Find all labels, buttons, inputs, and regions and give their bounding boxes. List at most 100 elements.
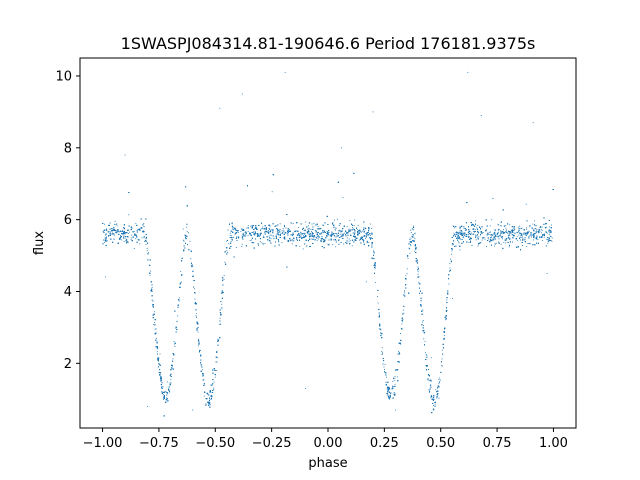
- data-point: [311, 223, 313, 225]
- data-point: [255, 232, 257, 234]
- data-point: [162, 393, 164, 395]
- data-point: [142, 231, 144, 233]
- data-point: [349, 240, 351, 242]
- data-point: [340, 232, 342, 234]
- data-point: [319, 236, 320, 238]
- data-point: [432, 409, 434, 411]
- data-point: [331, 234, 333, 236]
- data-point: [234, 228, 236, 230]
- data-point: [268, 228, 270, 229]
- data-point: [326, 233, 328, 234]
- data-point: [180, 270, 182, 272]
- data-point: [449, 270, 451, 272]
- data-point: [250, 235, 252, 237]
- data-point: [316, 237, 318, 238]
- data-point: [362, 230, 364, 232]
- data-point: [252, 231, 254, 233]
- data-point: [542, 239, 543, 241]
- data-point: [484, 238, 486, 240]
- data-point: [192, 266, 194, 268]
- data-point: [531, 232, 533, 234]
- data-point: [441, 358, 443, 360]
- data-point: [497, 223, 499, 225]
- data-point: [410, 245, 412, 247]
- data-point: [548, 232, 550, 234]
- data-point: [125, 237, 127, 239]
- data-point: [269, 228, 270, 230]
- data-point: [458, 242, 460, 244]
- data-point: [418, 276, 420, 277]
- data-point: [149, 274, 151, 276]
- data-point: [509, 224, 511, 226]
- data-point: [443, 339, 445, 341]
- data-point: [327, 243, 329, 245]
- data-point: [520, 233, 522, 235]
- data-point: [116, 223, 118, 225]
- data-point: [498, 241, 499, 243]
- data-point: [430, 396, 432, 398]
- data-point: [213, 387, 215, 389]
- data-point: [121, 231, 123, 233]
- data-point: [489, 225, 491, 227]
- data-point: [368, 241, 370, 243]
- data-point: [367, 240, 368, 242]
- data-point: [285, 231, 287, 233]
- data-point: [551, 237, 553, 239]
- data-point: [495, 242, 497, 244]
- data-point: [292, 222, 294, 224]
- data-point: [241, 245, 243, 247]
- data-point: [494, 231, 496, 233]
- data-point: [425, 352, 427, 354]
- data-point: [401, 323, 403, 325]
- data-point: [548, 238, 550, 240]
- data-point: [234, 232, 236, 234]
- data-point: [386, 392, 388, 394]
- data-point: [343, 243, 345, 245]
- data-point: [209, 401, 210, 403]
- data-point: [503, 241, 505, 243]
- data-point: [320, 232, 322, 234]
- data-point: [251, 231, 253, 233]
- data-point: [509, 237, 511, 239]
- data-point: [402, 309, 404, 311]
- data-point: [117, 231, 119, 233]
- data-point: [217, 339, 219, 341]
- data-point: [205, 405, 207, 406]
- data-point: [251, 228, 253, 230]
- data-point: [474, 229, 476, 231]
- data-point: [194, 292, 196, 294]
- data-point: [365, 234, 367, 236]
- data-point: [505, 242, 507, 244]
- data-point: [423, 325, 425, 327]
- data-point: [215, 361, 217, 363]
- data-point: [468, 231, 470, 233]
- data-point: [187, 232, 189, 234]
- data-point: [381, 347, 383, 349]
- data-point: [546, 223, 547, 225]
- data-point: [303, 230, 305, 232]
- data-point: [533, 234, 535, 236]
- data-point: [259, 241, 261, 243]
- data-point: [217, 338, 219, 340]
- data-point: [299, 245, 301, 247]
- data-point: [494, 245, 495, 247]
- data-point: [430, 357, 432, 359]
- data-point: [347, 237, 349, 239]
- data-point: [535, 231, 537, 233]
- data-point: [411, 235, 413, 237]
- data-point: [551, 240, 553, 242]
- data-point: [352, 226, 354, 228]
- data-point: [533, 220, 535, 222]
- data-point: [488, 239, 490, 241]
- data-point: [231, 235, 233, 237]
- data-point: [297, 233, 299, 235]
- data-point: [529, 226, 531, 228]
- data-point: [522, 245, 523, 246]
- data-point: [394, 377, 396, 379]
- data-point: [519, 228, 521, 230]
- data-point: [477, 224, 479, 226]
- data-point: [468, 241, 470, 243]
- data-point: [371, 228, 373, 229]
- data-point: [225, 240, 227, 242]
